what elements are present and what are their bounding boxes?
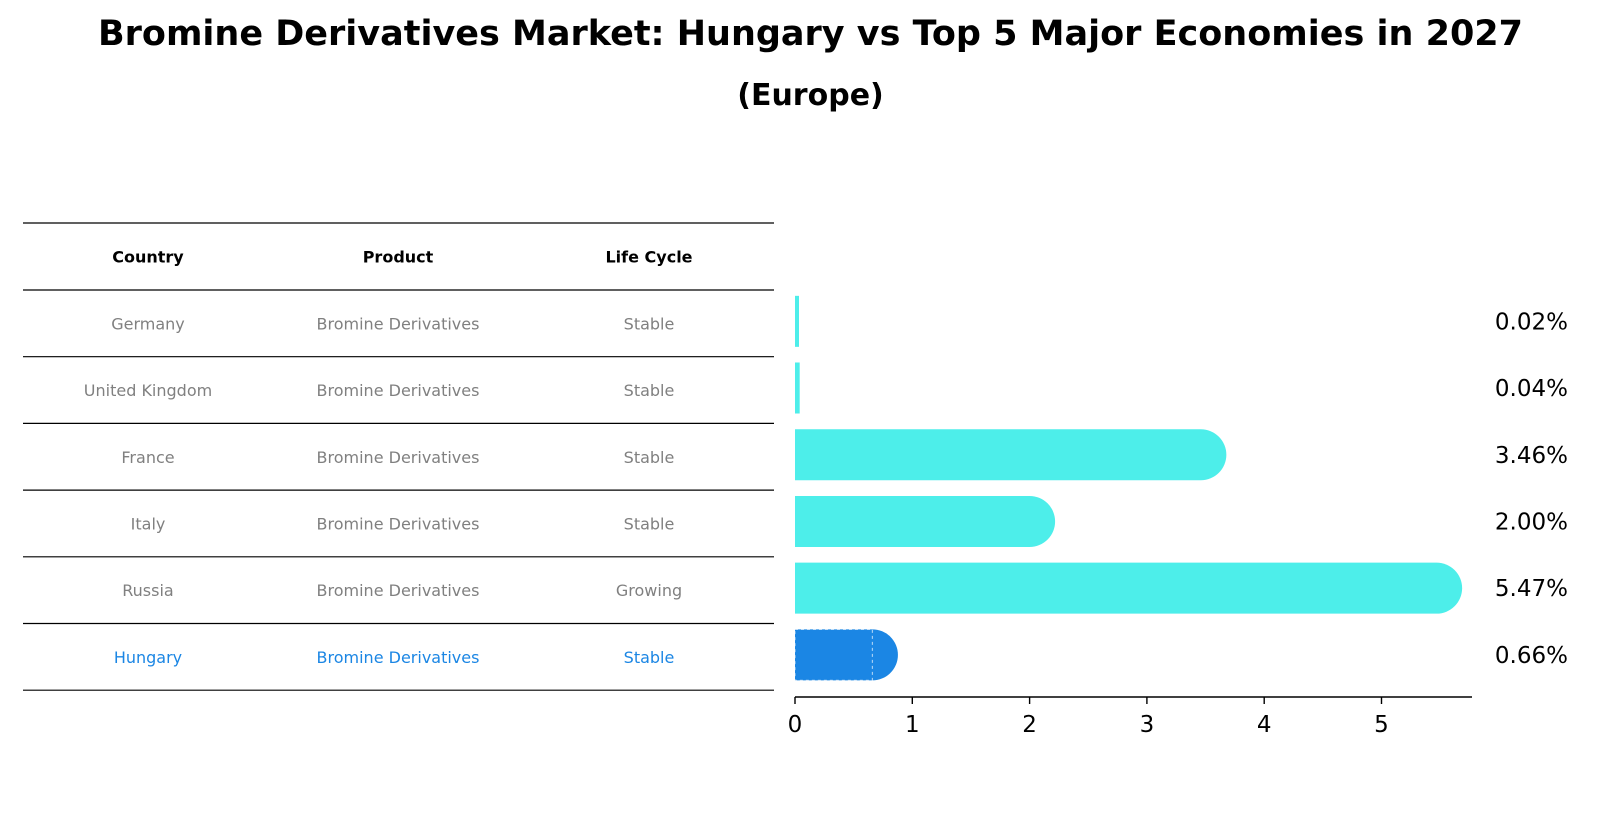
x-tick-label: 0 bbox=[788, 712, 803, 738]
chart-title: Bromine Derivatives Market: Hungary vs T… bbox=[97, 14, 1524, 54]
table-row: Germany Bromine Derivatives Stable bbox=[111, 314, 674, 333]
life-cycle-cell: Stable bbox=[624, 514, 675, 533]
x-axis: 0 1 2 3 4 5 bbox=[788, 696, 1472, 738]
value-label: 0.02% bbox=[1495, 309, 1568, 335]
bar-germany bbox=[795, 295, 799, 347]
bar-france bbox=[795, 429, 1227, 481]
table-row: United Kingdom Bromine Derivatives Stable bbox=[84, 381, 675, 400]
bar-highlight-outline bbox=[794, 628, 874, 681]
life-cycle-cell: Growing bbox=[616, 581, 682, 600]
product-cell: Bromine Derivatives bbox=[317, 514, 480, 533]
product-cell: Bromine Derivatives bbox=[317, 581, 480, 600]
country-cell: Italy bbox=[131, 514, 166, 533]
product-cell: Bromine Derivatives bbox=[317, 448, 480, 467]
x-tick-label: 1 bbox=[905, 712, 920, 738]
table-row: Italy Bromine Derivatives Stable bbox=[131, 514, 675, 533]
country-cell: United Kingdom bbox=[84, 381, 212, 400]
x-tick-label: 2 bbox=[1022, 712, 1037, 738]
country-cell: Russia bbox=[122, 581, 173, 600]
table-row: Hungary Bromine Derivatives Stable bbox=[114, 648, 675, 667]
life-cycle-cell: Stable bbox=[624, 314, 675, 333]
life-cycle-cell: Stable bbox=[624, 381, 675, 400]
table-row: France Bromine Derivatives Stable bbox=[121, 448, 674, 467]
product-cell: Bromine Derivatives bbox=[317, 648, 480, 667]
life-cycle-cell: Stable bbox=[624, 648, 675, 667]
data-table: Country Product Life Cycle Germany Bromine D… bbox=[23, 222, 774, 691]
value-label: 0.66% bbox=[1495, 643, 1568, 669]
life-cycle-cell: Stable bbox=[624, 448, 675, 467]
country-cell: Germany bbox=[111, 314, 185, 333]
product-cell: Bromine Derivatives bbox=[317, 381, 480, 400]
x-tick-label: 4 bbox=[1257, 712, 1272, 738]
bar-hungary bbox=[795, 629, 898, 681]
bar-united-kingdom bbox=[795, 362, 800, 414]
country-cell: Hungary bbox=[114, 648, 182, 667]
table-row: Russia Bromine Derivatives Growing bbox=[122, 581, 682, 600]
value-label: 3.46% bbox=[1495, 443, 1568, 469]
value-label: 2.00% bbox=[1495, 509, 1568, 535]
value-label: 5.47% bbox=[1495, 576, 1568, 602]
bar-russia bbox=[795, 562, 1463, 614]
chart-subtitle: (Europe) bbox=[737, 78, 884, 113]
value-label: 0.04% bbox=[1495, 376, 1568, 402]
table-header-country: Country bbox=[112, 248, 184, 267]
x-tick-label: 3 bbox=[1140, 712, 1155, 738]
bar-italy bbox=[795, 495, 1056, 547]
table-header-product: Product bbox=[363, 248, 434, 267]
table-header-life-cycle: Life Cycle bbox=[605, 248, 692, 267]
country-cell: France bbox=[121, 448, 174, 467]
bar-series: 0.02% 0.04% 3.46% 2.00% 5.47% 0.66% bbox=[794, 295, 1568, 681]
x-tick-label: 5 bbox=[1374, 712, 1389, 738]
product-cell: Bromine Derivatives bbox=[317, 314, 480, 333]
